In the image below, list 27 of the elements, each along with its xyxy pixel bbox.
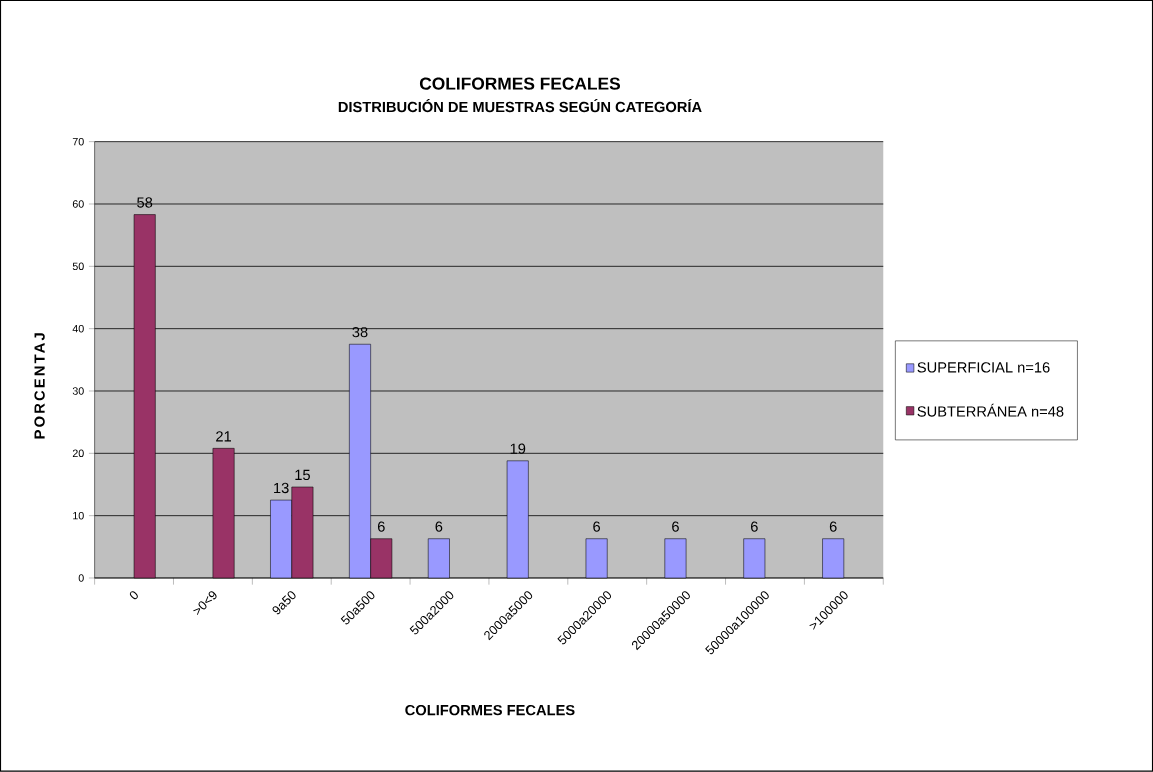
data-label: 38 <box>352 327 368 338</box>
data-label: 6 <box>435 521 443 532</box>
y-tick-label: 50 <box>72 262 84 271</box>
y-tick-label: 10 <box>73 512 84 520</box>
y-tick-label: 70 <box>72 138 84 146</box>
y-tick-label: 40 <box>72 325 84 333</box>
data-label: 15 <box>295 469 310 481</box>
data-label: 6 <box>829 521 837 532</box>
x-tick-label: 0 <box>129 591 138 600</box>
y-tick-label: 0 <box>78 574 84 582</box>
data-label: 21 <box>216 431 232 442</box>
data-label: 6 <box>750 521 758 532</box>
legend-label: SUBTERRÁNEA n=48 <box>917 403 1064 417</box>
data-label: 6 <box>672 521 679 532</box>
y-tick-label: 60 <box>72 200 84 208</box>
chart-subtitle: DISTRIBUCIÓN DE MUESTRAS SEGÚN CATEGORÍA <box>338 99 702 113</box>
y-tick-label: 30 <box>72 387 84 395</box>
data-label: 13 <box>274 482 289 494</box>
y-tick-label: 20 <box>72 449 84 458</box>
legend-label: SUPERFICIAL n=16 <box>917 362 1050 373</box>
chart-title: COLIFORMES FECALES <box>419 77 620 90</box>
data-label: 6 <box>593 521 601 532</box>
data-label: 6 <box>377 521 385 532</box>
data-label: 19 <box>510 443 526 455</box>
data-label: 58 <box>137 197 153 208</box>
y-axis-title: PORCENTAJ <box>34 333 45 439</box>
x-axis-title: COLIFORMES FECALES <box>405 705 575 716</box>
